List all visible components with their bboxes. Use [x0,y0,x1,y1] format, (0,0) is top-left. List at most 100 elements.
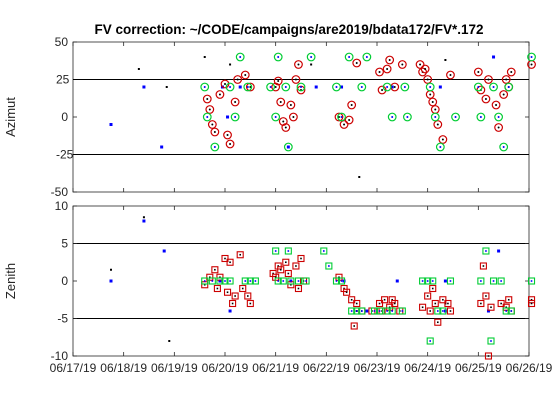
red-square-point [429,284,437,293]
green-square-point [274,277,282,285]
red-square-point [231,292,239,300]
red-circle-point [397,60,407,69]
point-center [391,116,394,118]
red-circle-point [205,105,215,114]
point-center [224,280,226,282]
red-square-point [482,292,490,300]
green-circle-point [306,52,316,62]
point-center [328,265,330,267]
black-point [358,176,361,178]
point-center [454,116,457,118]
x-tick-label: 06/24/19 [404,361,451,375]
black-point [444,59,447,61]
black-point [110,268,112,271]
point-center [441,138,444,141]
red-square-point [294,284,303,293]
red-circle-point [286,100,296,110]
point-center [449,74,452,76]
point-center [285,261,287,264]
blue-point [486,309,490,313]
point-center [289,104,292,106]
green-circle-point [283,142,293,152]
red-circle-point [294,60,303,69]
red-circle-point [418,67,428,77]
red-circle-point [291,75,301,84]
red-square-point [350,322,358,330]
red-square-point [424,292,432,300]
point-center [391,310,393,312]
point-center [378,302,381,305]
point-center [305,280,307,282]
point-center [505,78,508,81]
y-tick-label: -5 [57,312,68,326]
y-tick-label: 0 [61,274,68,288]
red-circle-point [271,82,281,92]
red-square-point [292,262,300,270]
green-square-point [201,277,209,285]
red-square-point [348,296,356,304]
point-center [226,134,229,136]
green-square-point [482,247,490,255]
point-center [383,298,386,301]
point-center [373,310,376,312]
point-center [421,306,424,309]
point-center [229,143,232,145]
point-center [530,298,533,301]
red-circle-point [433,120,443,129]
red-square-point [479,262,487,270]
point-center [355,310,358,312]
point-center [234,116,237,118]
point-center [287,146,290,148]
red-circle-point [352,58,362,68]
green-square-point [446,277,455,285]
red-square-point [439,296,447,304]
green-circle-point [494,112,504,122]
red-circle-point [225,139,235,149]
blue-point [109,123,113,126]
chart-title: FV correction: ~/CODE/campaigns/are2019/… [94,22,483,37]
point-center [277,265,279,267]
green-circle-point [281,82,291,92]
point-center [437,310,439,312]
point-center [249,86,252,88]
point-center [292,116,295,118]
green-circle-point [451,112,460,122]
red-square-point [213,284,221,293]
black-point [165,86,168,88]
point-center [254,280,257,282]
point-center [279,101,282,103]
blue-point [142,219,146,223]
red-circle-point [499,90,509,99]
green-circle-point [210,142,220,152]
blue-point [228,309,232,313]
green-square-point [279,277,287,285]
red-circle-point [420,64,430,74]
point-center [284,86,287,88]
point-center [482,265,485,267]
point-center [206,116,209,118]
point-center [434,302,437,305]
green-circle-point [430,112,440,122]
red-square-point [487,303,495,311]
point-center [386,310,388,312]
red-circle-point [347,100,357,110]
green-circle-point [473,82,483,92]
red-circle-point [484,75,493,84]
red-circle-point [494,123,504,132]
x-tick-label: 06/25/19 [455,361,502,375]
green-square-point [287,277,295,285]
point-center [505,310,507,312]
red-circle-point [276,97,286,107]
green-square-point [375,307,384,315]
point-center [343,287,345,290]
x-tick-label: 06/23/19 [354,361,401,375]
blue-point [443,279,447,283]
point-center [208,108,211,111]
red-circle-point [385,55,395,65]
point-center [203,86,206,88]
point-center [277,80,280,82]
point-center [360,86,363,88]
point-center [269,86,272,88]
green-square-point [294,277,303,285]
